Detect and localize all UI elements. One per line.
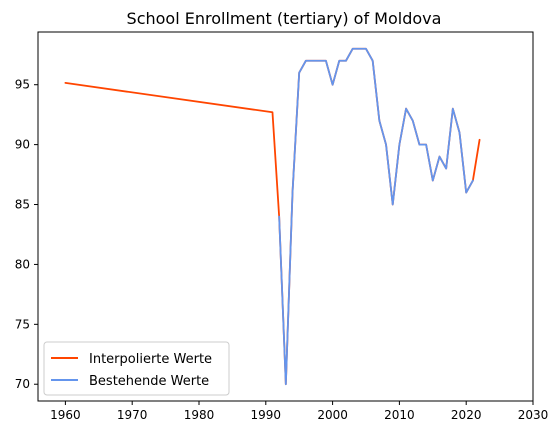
x-tick-label-1990: 1990: [251, 408, 282, 422]
plot-area-frame: [37, 31, 534, 402]
x-tick-label-2000: 2000: [317, 408, 348, 422]
legend: Interpolierte Werte Bestehende Werte: [43, 341, 230, 396]
y-axis: 70 75 80 85 90 95: [15, 78, 38, 391]
x-tick-label-2010: 2010: [384, 408, 415, 422]
series-line-existing: [278, 47, 474, 386]
y-tick-label-85: 85: [15, 198, 30, 212]
series-layer: [64, 47, 481, 386]
x-tick-label-1970: 1970: [117, 408, 148, 422]
y-tick-label-70: 70: [15, 377, 30, 391]
x-tick-label-2020: 2020: [451, 408, 482, 422]
legend-label-existing: Bestehende Werte: [89, 374, 209, 389]
x-tick-label-2030: 2030: [518, 408, 549, 422]
y-tick-label-90: 90: [15, 138, 30, 152]
x-tick-label-1980: 1980: [184, 408, 215, 422]
legend-box: [43, 341, 230, 396]
x-axis: 1960 1970 1980 1990 2000 2010 2020 2030: [50, 401, 548, 422]
y-tick-label-95: 95: [15, 78, 30, 92]
x-tick-label-1960: 1960: [50, 408, 81, 422]
y-tick-label-80: 80: [15, 257, 30, 271]
legend-label-interpolated: Interpolierte Werte: [89, 352, 212, 367]
y-tick-label-75: 75: [15, 317, 30, 331]
series-line-interpolated: [64, 47, 481, 386]
chart-title: School Enrollment (tertiary) of Moldova: [127, 9, 442, 28]
